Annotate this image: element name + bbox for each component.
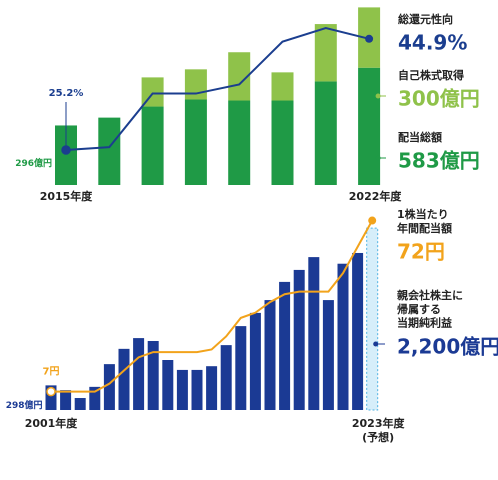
bar [337,263,349,410]
bar [235,326,247,410]
bar [220,345,232,410]
bar [228,100,251,185]
value-label: 7円 [43,366,60,378]
bar [271,72,294,101]
bar [74,398,86,410]
bar [55,125,77,185]
bar [314,24,337,82]
legend-label: 自己株式取得 [398,68,464,82]
bar [184,69,207,100]
bar [314,81,337,185]
connector-dot [375,93,381,99]
bar [366,227,379,411]
bar [184,99,207,185]
bar [191,369,203,410]
bar [147,340,159,410]
bar [358,67,381,185]
bar [228,52,251,101]
point-marker [365,34,374,43]
bar [322,300,334,410]
bar [141,106,164,185]
bar [45,385,57,410]
point-marker [46,386,56,397]
legend-label: 親会社株主に帰属する当期純利益 [397,288,463,330]
bar [264,300,276,410]
bar [293,269,305,410]
bar [133,338,145,410]
bar [162,360,174,410]
value-label: 44.9% [398,31,467,55]
value-label: 300億円 [398,87,480,111]
value-label: 2,200億円 [397,335,498,359]
value-label: 296億円 [15,157,52,169]
bar [352,252,364,410]
bar [103,364,115,410]
value-label: 298億円 [6,399,43,411]
bar [206,366,218,410]
x-tick-label: 2001年度 [25,416,79,430]
line [65,27,370,151]
bar [118,348,130,410]
x-tick-label: 2022年度 [349,189,403,203]
value-label: 583億円 [398,149,480,173]
bar [308,257,320,410]
x-tick-label: 2023年度(予想) [352,416,406,444]
bar [60,390,72,410]
legend-label: 配当総額 [398,130,442,144]
line [51,220,374,393]
bar [249,312,261,410]
point-marker [368,216,377,225]
legend-label: 1株当たり年間配当額 [397,207,452,235]
bar [271,100,294,185]
bar [279,281,291,410]
connector-dot [373,341,379,347]
value-label: 25.2% [49,88,84,99]
legend-label: 総還元性向 [398,12,453,26]
bar [98,117,121,185]
bar [89,386,101,410]
connector-dot [375,155,381,161]
x-tick-label: 2015年度 [40,189,94,203]
value-label: 72円 [397,240,445,264]
bar [176,369,188,410]
